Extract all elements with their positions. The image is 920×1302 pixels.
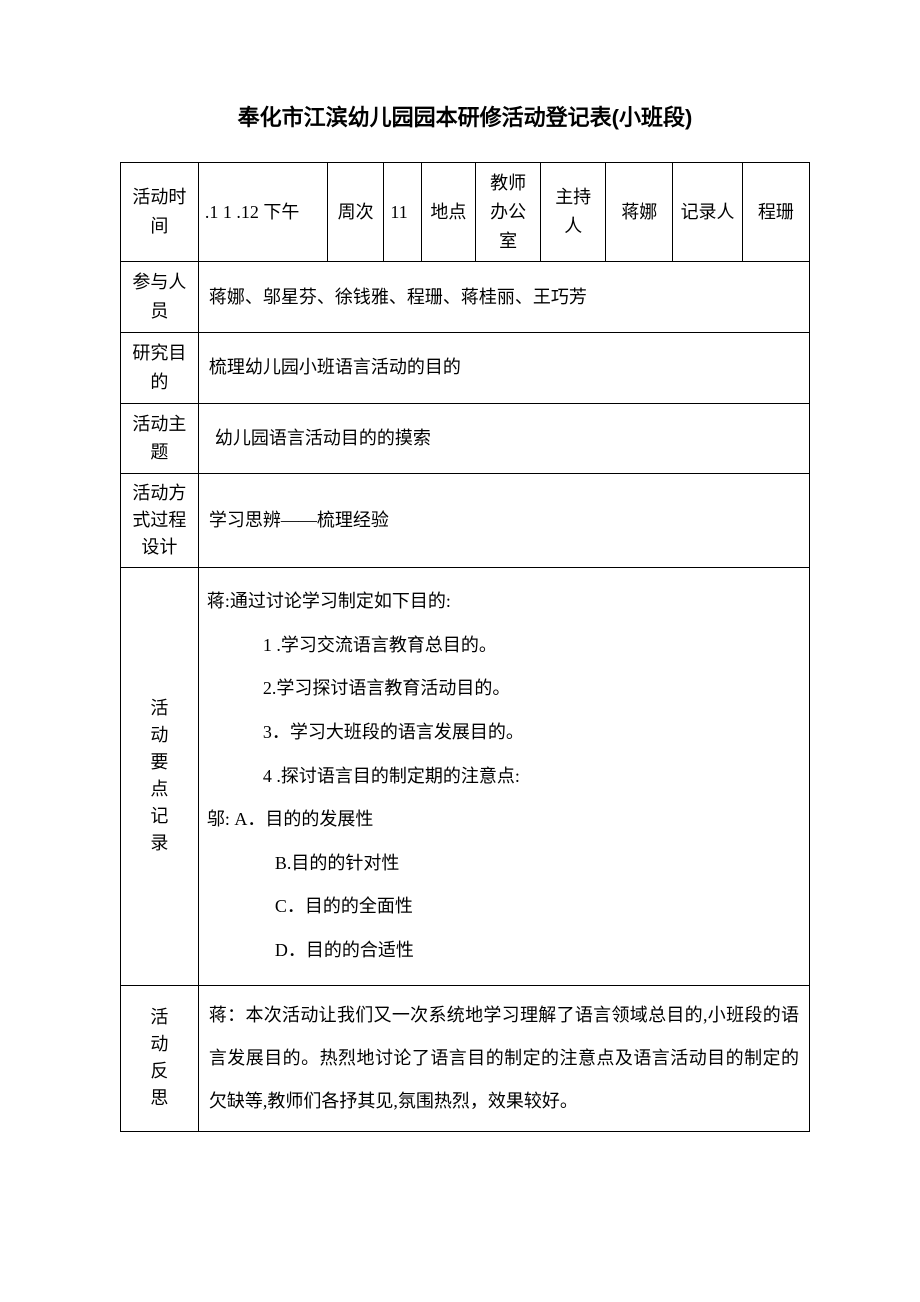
row-record: 活动要点记录 蒋:通过讨论学习制定如下目的: 1 .学习交流语言教育总目的。 2… [121,568,810,985]
value-purpose: 梳理幼儿园小班语言活动的目的 [198,332,809,403]
row-reflection: 活动反思 蒋：本次活动让我们又一次系统地学习理解了语言领域总目的,小班段的语言发… [121,985,810,1132]
value-place: 教师办公室 [476,163,541,262]
value-week: 11 [384,163,421,262]
registration-table: 活动时间 .1 1 .12 下午 周次 11 地点 教师办公室 主持人 蒋娜 记… [120,162,810,1132]
label-host: 主持人 [541,163,606,262]
record-line-7: B.目的的针对性 [207,844,801,884]
record-line-4: 3．学习大班段的语言发展目的。 [207,713,801,753]
label-purpose: 研究目的 [121,332,199,403]
label-time: 活动时间 [121,163,199,262]
value-method: 学习思辨——梳理经验 [198,474,809,568]
label-recorder: 记录人 [673,163,742,262]
label-method: 活动方式过程设计 [121,474,199,568]
label-week: 周次 [327,163,384,262]
value-theme: 幼儿园语言活动目的的摸索 [198,403,809,474]
label-reflection-text: 活动反思 [150,1007,168,1108]
label-record-text: 活动要点记录 [150,698,168,853]
row-purpose: 研究目的 梳理幼儿园小班语言活动的目的 [121,332,810,403]
row-time: 活动时间 .1 1 .12 下午 周次 11 地点 教师办公室 主持人 蒋娜 记… [121,163,810,262]
record-line-9: D．目的的合适性 [207,931,801,971]
row-theme: 活动主题 幼儿园语言活动目的的摸索 [121,403,810,474]
record-line-1: 蒋:通过讨论学习制定如下目的: [207,582,801,622]
label-reflection: 活动反思 [121,985,199,1132]
row-participants: 参与人员 蒋娜、邬星芬、徐钱雅、程珊、蒋桂丽、王巧芳 [121,262,810,333]
row-method: 活动方式过程设计 学习思辨——梳理经验 [121,474,810,568]
document-page: 奉化市江滨幼儿园园本研修活动登记表(小班段) 活动时间 .1 1 .12 下午 … [0,0,920,1182]
label-theme: 活动主题 [121,403,199,474]
value-recorder: 程珊 [742,163,809,262]
record-line-6: 邬: A．目的的发展性 [207,800,801,840]
label-place: 地点 [421,163,475,262]
value-participants: 蒋娜、邬星芬、徐钱雅、程珊、蒋桂丽、王巧芳 [198,262,809,333]
value-host: 蒋娜 [606,163,673,262]
label-record: 活动要点记录 [121,568,199,985]
record-line-8: C．目的的全面性 [207,887,801,927]
value-time: .1 1 .12 下午 [198,163,327,262]
page-title: 奉化市江滨幼儿园园本研修活动登记表(小班段) [120,100,810,132]
record-line-3: 2.学习探讨语言教育活动目的。 [207,669,801,709]
label-participants: 参与人员 [121,262,199,333]
record-line-5: 4 .探讨语言目的制定期的注意点: [207,757,801,797]
record-line-2: 1 .学习交流语言教育总目的。 [207,626,801,666]
value-reflection: 蒋：本次活动让我们又一次系统地学习理解了语言领域总目的,小班段的语言发展目的。热… [198,985,809,1132]
value-record: 蒋:通过讨论学习制定如下目的: 1 .学习交流语言教育总目的。 2.学习探讨语言… [198,568,809,985]
